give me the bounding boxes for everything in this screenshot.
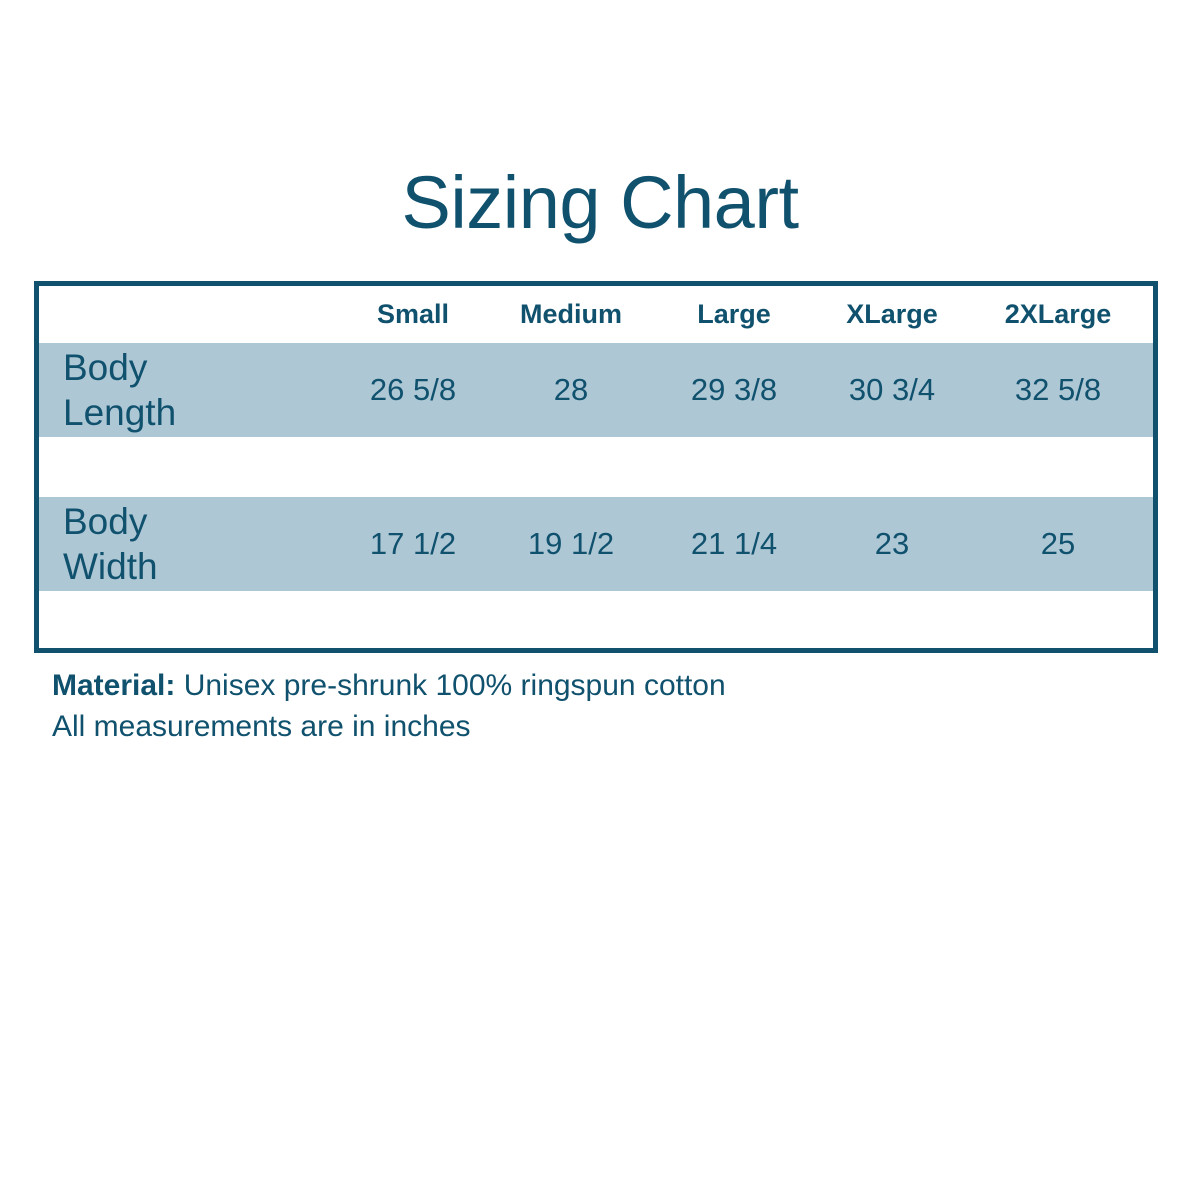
- cell-body-length-2xlarge: 32 5/8: [1014, 372, 1102, 407]
- cell-body-width-small: 17 1/2: [369, 526, 457, 561]
- cell-body-width-xlarge: 23: [874, 526, 910, 561]
- footnote-material: Material: Unisex pre-shrunk 100% ringspu…: [52, 665, 1102, 706]
- cell-body-width-large: 21 1/4: [690, 526, 778, 561]
- footnote-material-label: Material:: [52, 669, 176, 702]
- cell-body-length-small: 26 5/8: [369, 372, 457, 407]
- cell-body-length-medium: 28: [553, 372, 589, 407]
- table-row-separator-1: [39, 437, 1153, 497]
- header-cell-2xlarge: 2XLarge: [1004, 299, 1112, 329]
- table-row-body-length: Body Length 26 5/8 28 29 3/8 30 3/4 32 5…: [39, 343, 1153, 437]
- footnotes: Material: Unisex pre-shrunk 100% ringspu…: [52, 665, 1102, 747]
- header-cell-xlarge: XLarge: [846, 299, 938, 329]
- footnote-measurements: All measurements are in inches: [52, 710, 471, 743]
- row-label-body-width-line1: Body: [63, 500, 148, 542]
- table-row-separator-2: [39, 591, 1153, 648]
- header-cell-large: Large: [697, 299, 771, 329]
- row-label-body-length-line2: Length: [63, 392, 177, 433]
- row-label-body-width-line2: Width: [63, 546, 158, 587]
- cell-body-width-2xlarge: 25: [1040, 526, 1076, 561]
- row-label-body-length-line1: Body: [63, 346, 148, 388]
- table-header-row: Small Medium Large XLarge 2XLarge: [39, 286, 1153, 343]
- cell-body-length-xlarge: 30 3/4: [848, 372, 936, 407]
- sizing-table: Small Medium Large XLarge 2XLarge Body L…: [34, 281, 1158, 653]
- row-label-body-length: Body Length: [39, 345, 335, 435]
- sizing-table-inner: Small Medium Large XLarge 2XLarge Body L…: [39, 286, 1153, 648]
- table-row-body-width: Body Width 17 1/2 19 1/2 21 1/4 23 25: [39, 497, 1153, 591]
- row-label-body-width: Body Width: [39, 499, 335, 589]
- cell-body-width-medium: 19 1/2: [527, 526, 615, 561]
- footnote-material-value: Unisex pre-shrunk 100% ringspun cotton: [175, 669, 726, 702]
- cell-body-length-large: 29 3/8: [690, 372, 778, 407]
- page-title: Sizing Chart: [401, 161, 799, 244]
- header-cell-medium: Medium: [519, 299, 622, 329]
- header-cell-small: Small: [376, 299, 450, 329]
